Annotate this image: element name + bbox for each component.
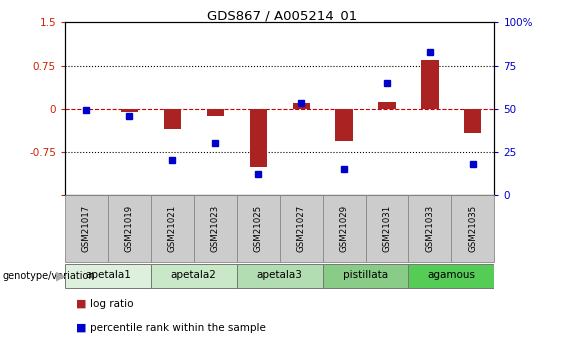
Bar bbox=[336, 109, 353, 141]
FancyBboxPatch shape bbox=[237, 195, 280, 262]
Text: GSM21027: GSM21027 bbox=[297, 205, 306, 252]
Text: GSM21029: GSM21029 bbox=[340, 205, 349, 252]
FancyBboxPatch shape bbox=[237, 264, 323, 288]
FancyBboxPatch shape bbox=[451, 195, 494, 262]
Text: apetala2: apetala2 bbox=[171, 270, 217, 280]
Bar bbox=[121, 109, 138, 111]
FancyBboxPatch shape bbox=[151, 195, 194, 262]
Bar bbox=[164, 109, 181, 129]
Text: GDS867 / A005214_01: GDS867 / A005214_01 bbox=[207, 9, 358, 22]
Bar bbox=[250, 109, 267, 167]
Bar bbox=[464, 109, 481, 133]
Text: GSM21033: GSM21033 bbox=[425, 205, 434, 252]
Text: GSM21019: GSM21019 bbox=[125, 205, 134, 252]
Text: apetala1: apetala1 bbox=[85, 270, 131, 280]
Text: ■: ■ bbox=[76, 299, 87, 308]
Text: GSM21031: GSM21031 bbox=[383, 205, 392, 252]
Text: apetala3: apetala3 bbox=[257, 270, 303, 280]
FancyBboxPatch shape bbox=[323, 195, 366, 262]
Text: GSM21023: GSM21023 bbox=[211, 205, 220, 252]
FancyBboxPatch shape bbox=[323, 264, 408, 288]
FancyBboxPatch shape bbox=[194, 195, 237, 262]
Text: GSM21021: GSM21021 bbox=[168, 205, 177, 252]
Text: agamous: agamous bbox=[428, 270, 475, 280]
FancyBboxPatch shape bbox=[65, 264, 151, 288]
FancyBboxPatch shape bbox=[65, 195, 108, 262]
Text: log ratio: log ratio bbox=[90, 299, 134, 308]
Text: ■: ■ bbox=[76, 323, 87, 333]
FancyBboxPatch shape bbox=[366, 195, 408, 262]
FancyBboxPatch shape bbox=[408, 195, 451, 262]
Bar bbox=[379, 102, 395, 109]
Bar bbox=[207, 109, 224, 116]
FancyBboxPatch shape bbox=[151, 264, 237, 288]
Text: GSM21025: GSM21025 bbox=[254, 205, 263, 252]
FancyBboxPatch shape bbox=[408, 264, 494, 288]
Text: ▶: ▶ bbox=[56, 269, 66, 283]
Text: genotype/variation: genotype/variation bbox=[3, 271, 95, 281]
FancyBboxPatch shape bbox=[280, 195, 323, 262]
Text: GSM21017: GSM21017 bbox=[82, 205, 91, 252]
FancyBboxPatch shape bbox=[108, 195, 151, 262]
Text: GSM21035: GSM21035 bbox=[468, 205, 477, 252]
Text: percentile rank within the sample: percentile rank within the sample bbox=[90, 323, 266, 333]
Text: pistillata: pistillata bbox=[343, 270, 388, 280]
Bar bbox=[421, 60, 438, 109]
Bar bbox=[293, 103, 310, 109]
